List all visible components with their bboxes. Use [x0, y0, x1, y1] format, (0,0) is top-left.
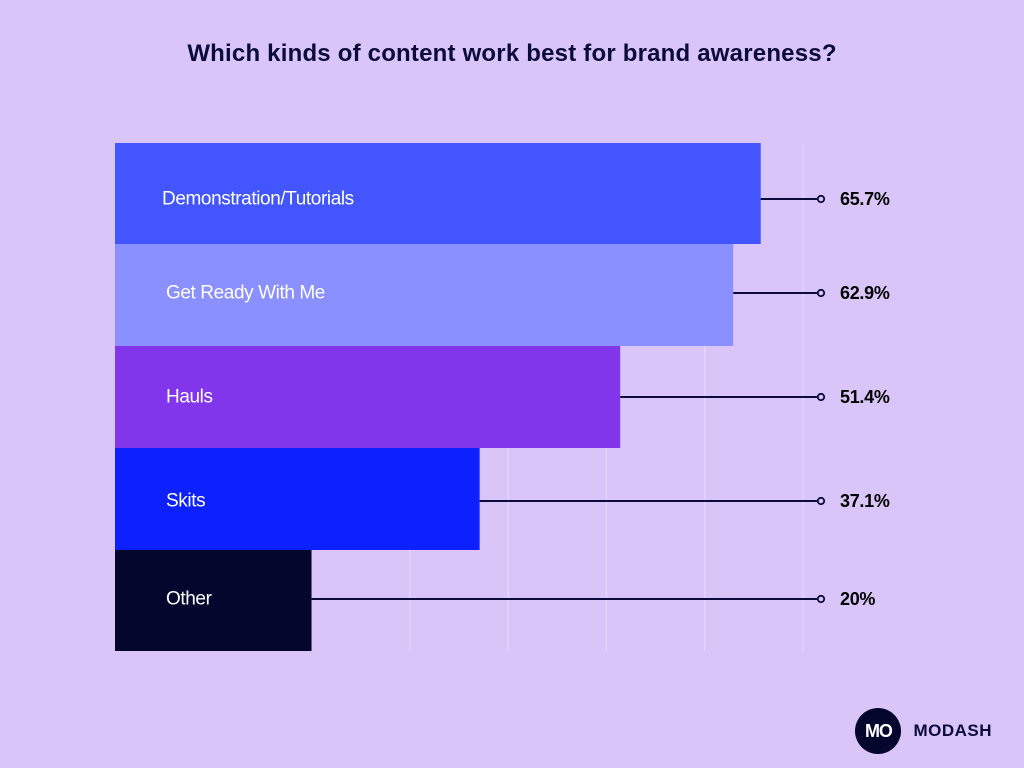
brand-mark: MO MODASH [855, 708, 992, 754]
labels: Demonstration/Tutorials 65.7% Get Ready Wi… [162, 189, 890, 610]
chart-title: Which kinds of content work best for bra… [187, 40, 837, 67]
value-label: 37.1% [840, 491, 890, 511]
leader-lines [311, 194, 826, 604]
bar [115, 448, 480, 550]
brand-logo-text: MO [864, 720, 893, 741]
value-label: 65.7% [840, 189, 890, 209]
leader-end-dot [816, 392, 826, 402]
value-label: 20% [840, 589, 875, 609]
modash-logo-icon: MO [855, 708, 902, 754]
brand-name: MODASH [913, 721, 992, 740]
category-label: Other [166, 589, 213, 610]
value-label: 62.9% [840, 283, 890, 303]
category-label: Get Ready With Me [166, 283, 325, 304]
leader-end-dot [816, 288, 826, 298]
bar [115, 550, 312, 651]
bars [115, 143, 761, 651]
category-label: Skits [166, 491, 205, 512]
bar [115, 244, 734, 346]
leader-end-dot [816, 594, 826, 604]
bar [115, 346, 621, 448]
leader-end-dot [816, 496, 826, 506]
value-label: 51.4% [840, 387, 890, 407]
leader-end-dot [816, 194, 826, 204]
category-label: Demonstration/Tutorials [162, 189, 354, 210]
category-label: Hauls [166, 387, 213, 408]
bar [115, 143, 761, 244]
